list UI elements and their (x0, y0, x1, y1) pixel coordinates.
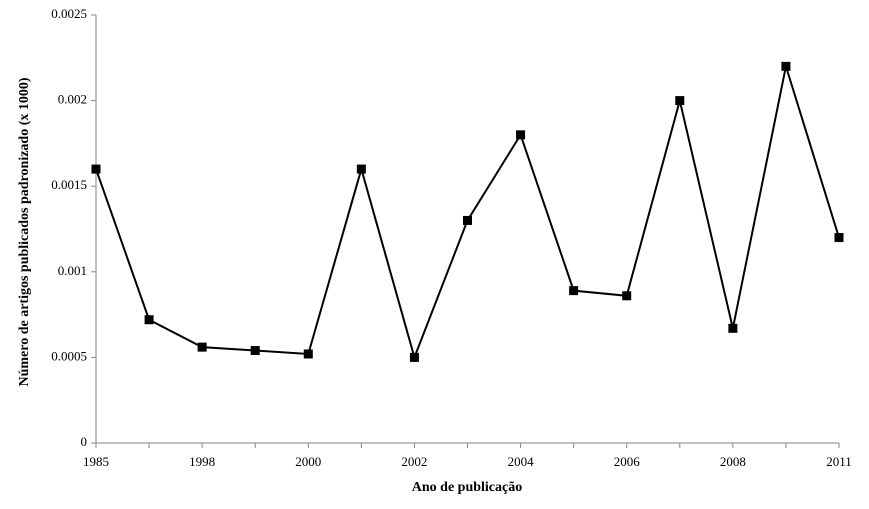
x-tick-label: 2006 (614, 454, 641, 469)
point-marker (781, 61, 791, 71)
y-tick-label: 0.0005 (51, 348, 87, 363)
point-marker (91, 164, 101, 174)
point-marker (303, 349, 313, 359)
y-tick-label: 0.001 (58, 263, 87, 278)
point-marker (622, 291, 632, 301)
x-tick-label: 1985 (83, 454, 109, 469)
point-marker (728, 323, 738, 333)
point-marker (144, 315, 154, 325)
y-tick-label: 0.002 (58, 92, 87, 107)
x-tick-label: 2004 (508, 454, 535, 469)
x-tick-label: 2002 (401, 454, 427, 469)
y-axis-title: Número de artigos publicados padronizado… (17, 77, 32, 386)
point-marker (250, 346, 260, 356)
point-marker (834, 233, 844, 243)
point-marker (356, 164, 366, 174)
x-axis-title: Ano de publicação (412, 480, 522, 495)
point-marker (409, 352, 419, 362)
point-marker (675, 96, 685, 106)
x-tick-label: 1998 (189, 454, 215, 469)
x-tick-label: 2000 (295, 454, 321, 469)
y-tick-label: 0 (81, 434, 88, 449)
y-tick-label: 0.0015 (51, 177, 87, 192)
point-marker (569, 286, 579, 296)
point-marker (197, 342, 207, 352)
series-line (95, 66, 840, 361)
y-tick-label: 0.0025 (51, 6, 87, 21)
point-marker (463, 215, 472, 225)
point-marker (516, 130, 526, 140)
x-tick-label: 2008 (720, 454, 746, 469)
x-tick-label: 2011 (826, 454, 852, 469)
